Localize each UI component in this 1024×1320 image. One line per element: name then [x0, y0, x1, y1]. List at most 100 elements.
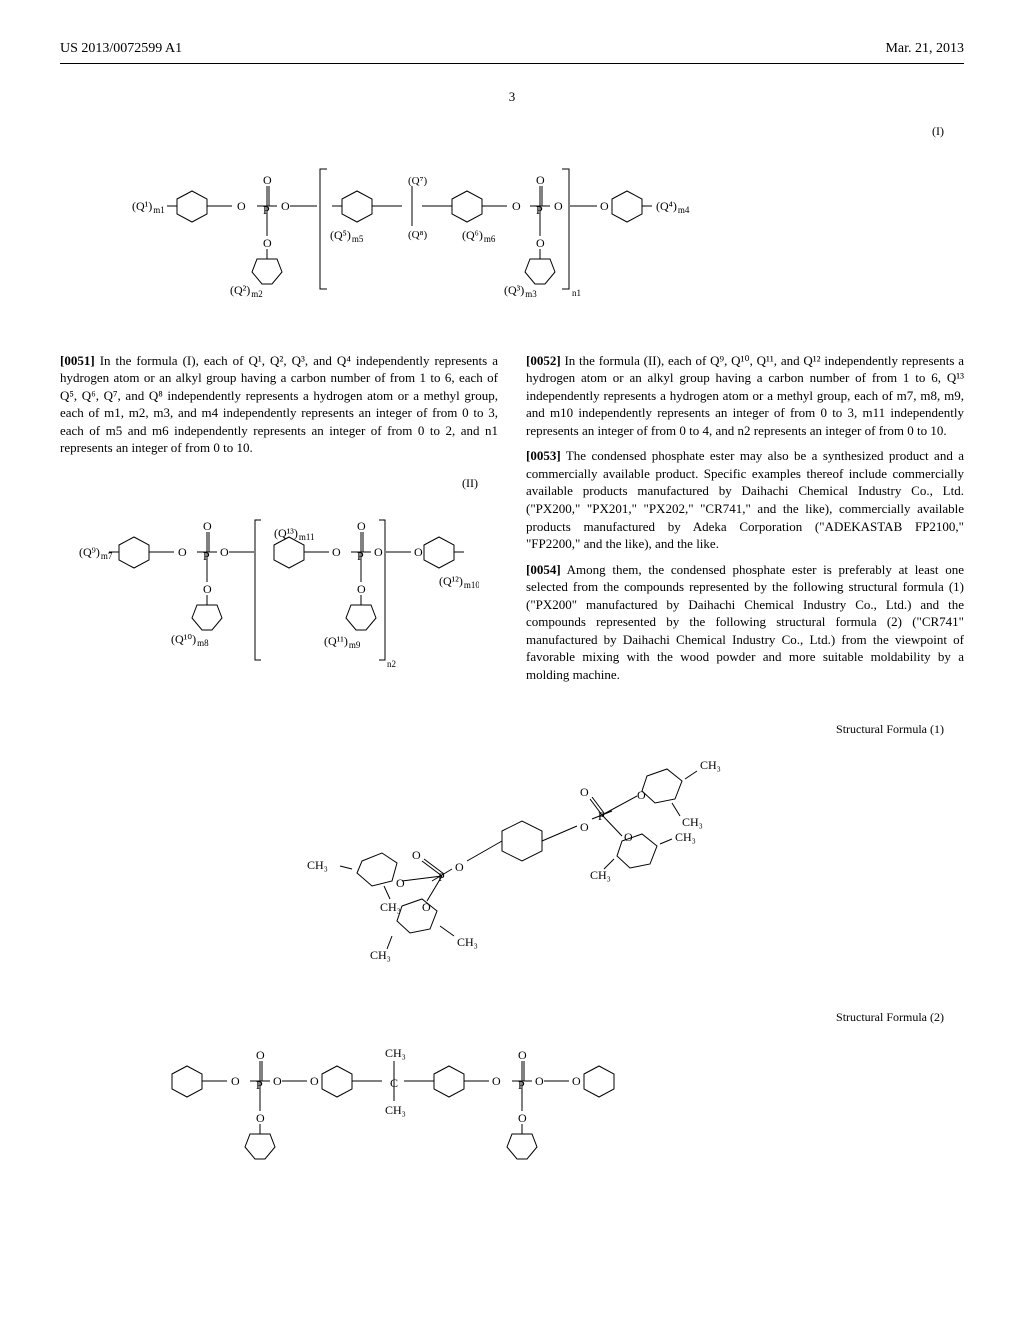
svg-text:O: O	[310, 1074, 319, 1088]
svg-text:O: O	[231, 1074, 240, 1088]
svg-text:(Q¹¹)m9: (Q¹¹)m9	[324, 634, 361, 650]
svg-text:(Q¹²)m10: (Q¹²)m10	[439, 574, 479, 590]
svg-text:CH₃: CH₃	[457, 935, 478, 949]
svg-text:CH₃: CH₃	[675, 830, 696, 844]
para-text-0054: Among them, the condensed phosphate este…	[526, 562, 964, 682]
svg-text:CH₃: CH₃	[700, 758, 721, 772]
svg-text:CH₃: CH₃	[682, 815, 703, 829]
svg-text:O: O	[273, 1074, 282, 1088]
para-num-0051: [0051]	[60, 353, 95, 368]
svg-text:O: O	[412, 848, 421, 862]
svg-text:n2: n2	[387, 659, 396, 669]
svg-text:O: O	[263, 236, 272, 250]
svg-text:C: C	[390, 1076, 398, 1090]
para-num-0053: [0053]	[526, 448, 561, 463]
svg-text:O: O	[263, 173, 272, 187]
paragraph-0051: [0051] In the formula (I), each of Q¹, Q…	[60, 352, 498, 457]
svg-text:O: O	[357, 519, 366, 533]
formula-1-figure: (I)	[60, 123, 964, 333]
svg-text:O: O	[624, 830, 633, 844]
svg-text:n1: n1	[572, 288, 581, 298]
svg-text:P: P	[256, 1078, 263, 1092]
svg-text:O: O	[637, 788, 646, 802]
svg-text:(Q⁹)m7: (Q⁹)m7	[79, 545, 113, 561]
svg-text:O: O	[203, 519, 212, 533]
svg-text:O: O	[572, 1074, 581, 1088]
page-header: US 2013/0072599 A1 Mar. 21, 2013	[60, 40, 964, 64]
paragraph-0053: [0053] The condensed phosphate ester may…	[526, 447, 964, 552]
page-number: 3	[60, 88, 964, 106]
svg-text:O: O	[535, 1074, 544, 1088]
svg-text:O: O	[512, 199, 521, 213]
para-text-0052: In the formula (II), each of Q⁹, Q¹⁰, Q¹…	[526, 353, 964, 438]
svg-text:O: O	[554, 199, 563, 213]
para-num-0054: [0054]	[526, 562, 561, 577]
svg-text:O: O	[281, 199, 290, 213]
svg-text:CH₃: CH₃	[385, 1103, 406, 1117]
svg-text:P: P	[518, 1078, 525, 1092]
svg-text:O: O	[374, 545, 383, 559]
formula-2-svg: (Q⁹)m7 O P O O O (Q¹⁰)m8 (Q¹³)m11 O P O …	[79, 495, 479, 685]
right-column: [0052] In the formula (II), each of Q⁹, …	[526, 352, 964, 703]
svg-text:O: O	[536, 173, 545, 187]
svg-text:CH₃: CH₃	[590, 868, 611, 882]
left-column: [0051] In the formula (I), each of Q¹, Q…	[60, 352, 498, 703]
paragraph-0052: [0052] In the formula (II), each of Q⁹, …	[526, 352, 964, 440]
two-column-body: [0051] In the formula (I), each of Q¹, Q…	[60, 352, 964, 703]
para-num-0052: [0052]	[526, 353, 561, 368]
svg-text:O: O	[422, 900, 431, 914]
svg-text:O: O	[256, 1048, 265, 1062]
svg-text:O: O	[220, 545, 229, 559]
svg-text:P: P	[357, 549, 364, 563]
svg-text:P: P	[263, 203, 270, 217]
para-text-0053: The condensed phosphate ester may also b…	[526, 448, 964, 551]
formula-2-figure: (II)	[60, 475, 498, 685]
svg-text:CH₃: CH₃	[380, 900, 401, 914]
svg-text:(Q⁴)m4: (Q⁴)m4	[656, 199, 690, 215]
svg-text:(Q³)m3: (Q³)m3	[504, 283, 537, 299]
svg-text:(Q⁸): (Q⁸)	[408, 229, 427, 241]
sf1-label: Structural Formula (1)	[60, 721, 964, 737]
svg-text:P: P	[203, 549, 210, 563]
formula-1-label: (I)	[60, 123, 964, 139]
svg-text:O: O	[332, 545, 341, 559]
svg-text:O: O	[414, 545, 423, 559]
svg-text:(Q¹)m1: (Q¹)m1	[132, 199, 165, 215]
svg-text:O: O	[455, 860, 464, 874]
formula-1-svg: (Q¹)m1 O P O O O (Q²)m2 (Q⁵)m5 (Q⁷) (Q⁸)…	[122, 144, 902, 334]
structural-formula-2-figure: Structural Formula (2)	[60, 1009, 964, 1179]
svg-text:CH₃: CH₃	[307, 858, 328, 872]
sf2-svg: O P O O O O C CH₃ CH₃ O P O O O O	[142, 1029, 882, 1179]
svg-text:O: O	[536, 236, 545, 250]
svg-text:O: O	[518, 1111, 527, 1125]
svg-text:(Q²)m2: (Q²)m2	[230, 283, 263, 299]
svg-text:O: O	[492, 1074, 501, 1088]
svg-text:O: O	[518, 1048, 527, 1062]
svg-text:(Q¹⁰)m8: (Q¹⁰)m8	[171, 632, 209, 648]
svg-text:O: O	[580, 820, 589, 834]
publication-number: US 2013/0072599 A1	[60, 40, 182, 59]
svg-text:(Q⁵)m5: (Q⁵)m5	[330, 228, 364, 244]
svg-text:O: O	[357, 582, 366, 596]
formula-2-label: (II)	[60, 475, 498, 491]
svg-text:P: P	[598, 809, 605, 823]
structural-formula-1-figure: Structural Formula (1)	[60, 721, 964, 991]
paragraph-0054: [0054] Among them, the condensed phospha…	[526, 561, 964, 684]
svg-text:O: O	[237, 199, 246, 213]
svg-text:O: O	[203, 582, 212, 596]
sf1-svg: O P O O O CH₃ CH₃ CH₃ CH₃ O P O O O CH₃ …	[202, 741, 822, 991]
para-text-0051: In the formula (I), each of Q¹, Q², Q³, …	[60, 353, 498, 456]
svg-text:P: P	[438, 870, 445, 884]
svg-text:CH₃: CH₃	[370, 948, 391, 962]
svg-text:O: O	[396, 876, 405, 890]
svg-text:CH₃: CH₃	[385, 1046, 406, 1060]
svg-text:O: O	[580, 785, 589, 799]
svg-text:O: O	[600, 199, 609, 213]
svg-text:(Q⁷): (Q⁷)	[408, 175, 427, 187]
publication-date: Mar. 21, 2013	[885, 40, 964, 59]
svg-text:P: P	[536, 203, 543, 217]
svg-text:O: O	[256, 1111, 265, 1125]
svg-text:O: O	[178, 545, 187, 559]
svg-text:(Q⁶)m6: (Q⁶)m6	[462, 228, 496, 244]
sf2-label: Structural Formula (2)	[60, 1009, 964, 1025]
